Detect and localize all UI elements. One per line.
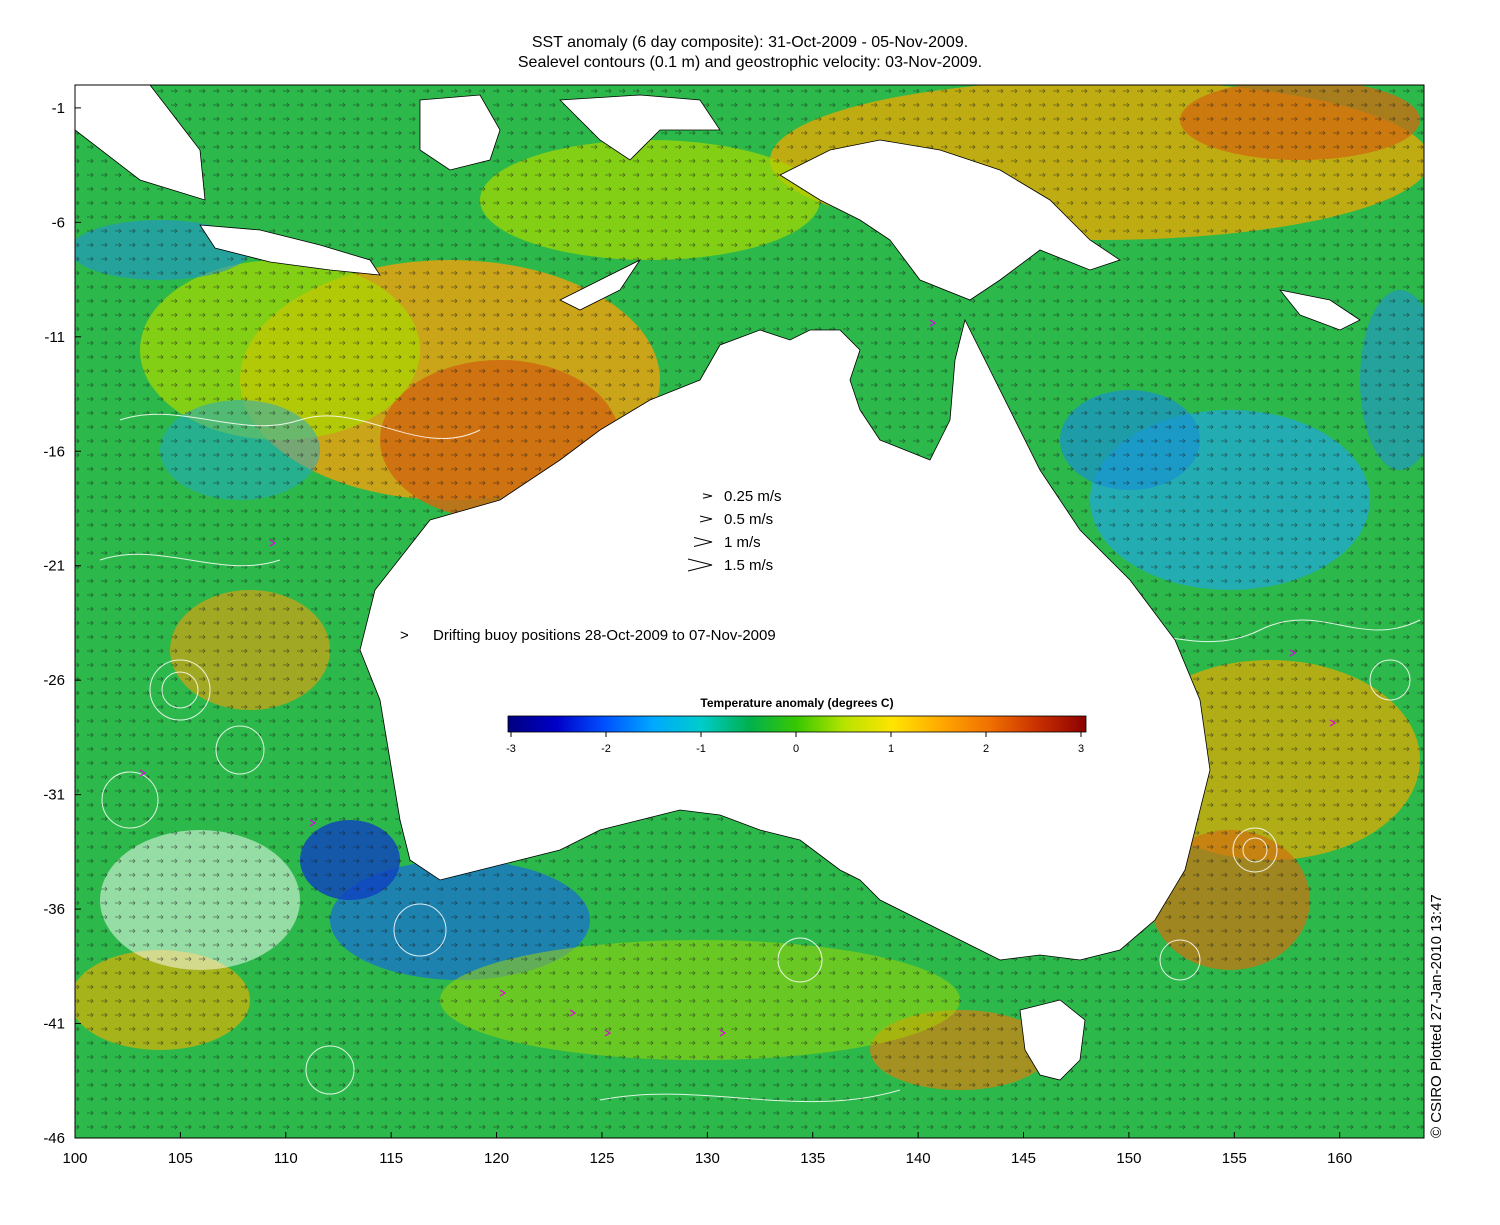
- buoy-legend-marker: >: [400, 627, 409, 644]
- plot-frame: [74, 84, 1425, 1139]
- y-tick-label: -16: [43, 443, 65, 460]
- map-title-line-1: SST anomaly (6 day composite): 31-Oct-20…: [531, 34, 969, 51]
- colorbar-title: Temperature anomaly (degrees C): [700, 696, 893, 710]
- x-tick-label: 125: [589, 1150, 614, 1167]
- colorbar-tick-label: 0: [793, 743, 799, 755]
- velocity-legend-label: 1 m/s: [724, 534, 761, 551]
- colorbar-tick-label: -3: [506, 743, 516, 755]
- tasmania-landmass: [1019, 999, 1086, 1081]
- velocity-legend-label: 0.5 m/s: [724, 511, 773, 528]
- colorbar-tick-label: 3: [1078, 743, 1084, 755]
- y-axis: -1 -6 -11 -16 -21 -26 -31 -36 -41 -46: [43, 100, 81, 1147]
- x-tick-label: 150: [1116, 1150, 1141, 1167]
- solomon-islands: [1279, 289, 1361, 331]
- velocity-legend-arrow: [702, 493, 713, 499]
- sumatra-landmass: [75, 85, 206, 201]
- colorbar-tick-label: 2: [983, 743, 989, 755]
- y-tick-label: -36: [43, 901, 65, 918]
- x-axis: 100 105 110 115 120 125 130 135 140 145 150 155 160: [62, 1132, 1352, 1167]
- colorbar-ticks: -3 -2 -1 0 1 2 3: [506, 732, 1084, 755]
- java-landmass: [199, 224, 381, 276]
- velocity-legend-arrow: [687, 558, 713, 572]
- y-tick-label: -31: [43, 787, 65, 804]
- credit-text: © CSIRO Plotted 27-Jan-2010 13:47: [1428, 894, 1445, 1138]
- x-tick-label: 105: [168, 1150, 193, 1167]
- y-tick-label: -21: [43, 558, 65, 575]
- buoy-legend: > Drifting buoy positions 28-Oct-2009 to…: [400, 627, 776, 644]
- map-plot-area: [75, 85, 1424, 1138]
- x-tick-label: 145: [1011, 1150, 1036, 1167]
- new-guinea-landmass: [779, 139, 1121, 301]
- x-tick-label: 135: [800, 1150, 825, 1167]
- colorbar-gradient: [507, 715, 1087, 733]
- borneo-landmass: [419, 94, 501, 171]
- x-tick-label: 130: [695, 1150, 720, 1167]
- y-tick-label: -6: [52, 214, 65, 231]
- australia-landmass: [359, 318, 1211, 961]
- x-tick-label: 100: [62, 1150, 87, 1167]
- land-masses: [75, 85, 1361, 1081]
- velocity-legend-arrow: [693, 537, 713, 547]
- x-tick-label: 115: [379, 1150, 403, 1167]
- velocity-legend: 0.25 m/s 0.5 m/s 1 m/s 1.5 m/s: [687, 488, 782, 574]
- y-tick-label: -26: [43, 672, 65, 689]
- y-tick-label: -1: [52, 100, 65, 117]
- x-tick-label: 140: [906, 1150, 931, 1167]
- velocity-legend-arrow: [699, 515, 713, 523]
- colorbar-tick-label: -2: [601, 743, 611, 755]
- velocity-legend-label: 1.5 m/s: [724, 557, 773, 574]
- x-tick-label: 155: [1222, 1150, 1247, 1167]
- x-tick-label: 120: [484, 1150, 509, 1167]
- drifting-buoy-markers: [139, 319, 1337, 1037]
- timor-landmass: [559, 258, 642, 311]
- colorbar-tick-label: 1: [888, 743, 894, 755]
- sulawesi-landmass: [559, 94, 721, 161]
- velocity-legend-label: 0.25 m/s: [724, 488, 782, 505]
- colorbar-tick-label: -1: [696, 743, 706, 755]
- y-tick-label: -11: [44, 329, 65, 346]
- y-tick-label: -46: [43, 1130, 65, 1147]
- y-tick-label: -41: [43, 1016, 65, 1033]
- buoy-legend-label: Drifting buoy positions 28-Oct-2009 to 0…: [433, 627, 776, 644]
- map-title-line-2: Sealevel contours (0.1 m) and geostrophi…: [517, 54, 983, 71]
- colorbar: Temperature anomaly (degrees C) -3 -2 -1 0 1…: [506, 696, 1087, 755]
- x-tick-label: 110: [274, 1150, 298, 1167]
- x-tick-label: 160: [1327, 1150, 1352, 1167]
